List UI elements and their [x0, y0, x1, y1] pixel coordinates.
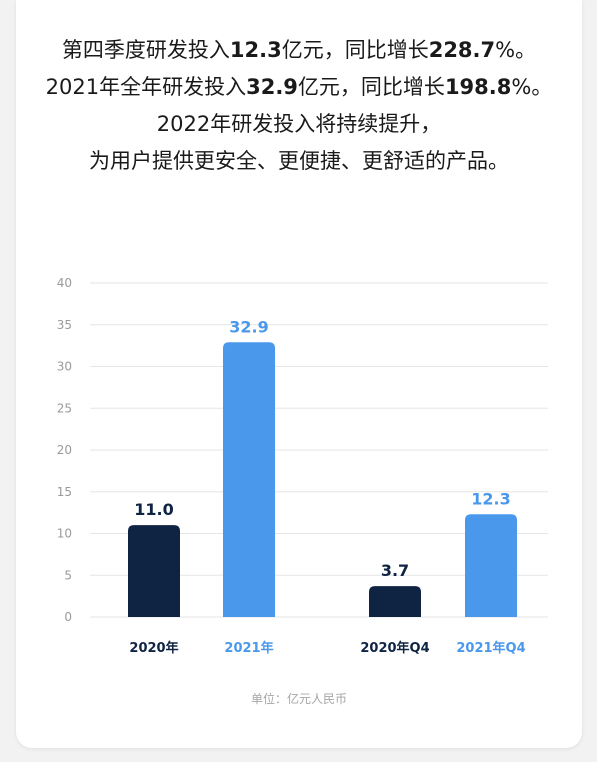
bar [465, 514, 517, 617]
y-tick-label: 30 [57, 360, 72, 374]
headline-2-text-a: 2021年全年研发投入 [45, 75, 247, 99]
x-tick-label: 2020年 [129, 640, 178, 656]
headline-1-text-a: 第四季度研发投入 [61, 38, 230, 62]
x-tick-label: 2021年 [224, 640, 273, 656]
headline-1-text-c: %。 [495, 38, 537, 62]
x-tick-label: 2021年Q4 [456, 640, 525, 656]
data-label: 3.7 [381, 561, 409, 580]
data-label: 11.0 [134, 500, 173, 519]
y-tick-label: 20 [57, 443, 72, 457]
y-tick-label: 35 [57, 318, 72, 332]
headline-2-text-b: 亿元，同比增长 [297, 75, 445, 99]
headline: 第四季度研发投入12.3亿元，同比增长228.7%。 2021年全年研发投入32… [16, 32, 582, 180]
y-tick-label: 0 [64, 610, 72, 624]
data-label: 12.3 [471, 489, 510, 508]
headline-2-value-a: 32.9 [246, 75, 298, 99]
bar [223, 342, 275, 617]
content-card [16, 0, 582, 748]
y-tick-label: 15 [57, 485, 72, 499]
data-label: 32.9 [229, 317, 268, 336]
headline-2-text-c: %。 [511, 75, 553, 99]
headline-1-value-a: 12.3 [229, 38, 282, 62]
headline-1-value-b: 228.7 [428, 38, 496, 62]
headline-line-3: 2022年研发投入将持续提升， [156, 112, 442, 136]
bar [128, 525, 180, 617]
headline-line-2: 2021年全年研发投入32.9亿元，同比增长198.8%。 [16, 69, 582, 106]
headline-line-4: 为用户提供更安全、更便捷、更舒适的产品。 [89, 149, 509, 173]
y-tick-label: 25 [57, 401, 72, 415]
headline-line-1: 第四季度研发投入12.3亿元，同比增长228.7%。 [16, 32, 582, 69]
y-tick-label: 10 [57, 527, 72, 541]
unit-note: 单位：亿元人民币 [250, 692, 347, 706]
headline-1-text-b: 亿元，同比增长 [281, 38, 429, 62]
x-tick-label: 2020年Q4 [360, 640, 429, 656]
headline-2-value-b: 198.8 [444, 75, 512, 99]
y-tick-label: 5 [64, 568, 72, 582]
y-tick-label: 40 [57, 276, 72, 290]
bar [369, 586, 421, 617]
